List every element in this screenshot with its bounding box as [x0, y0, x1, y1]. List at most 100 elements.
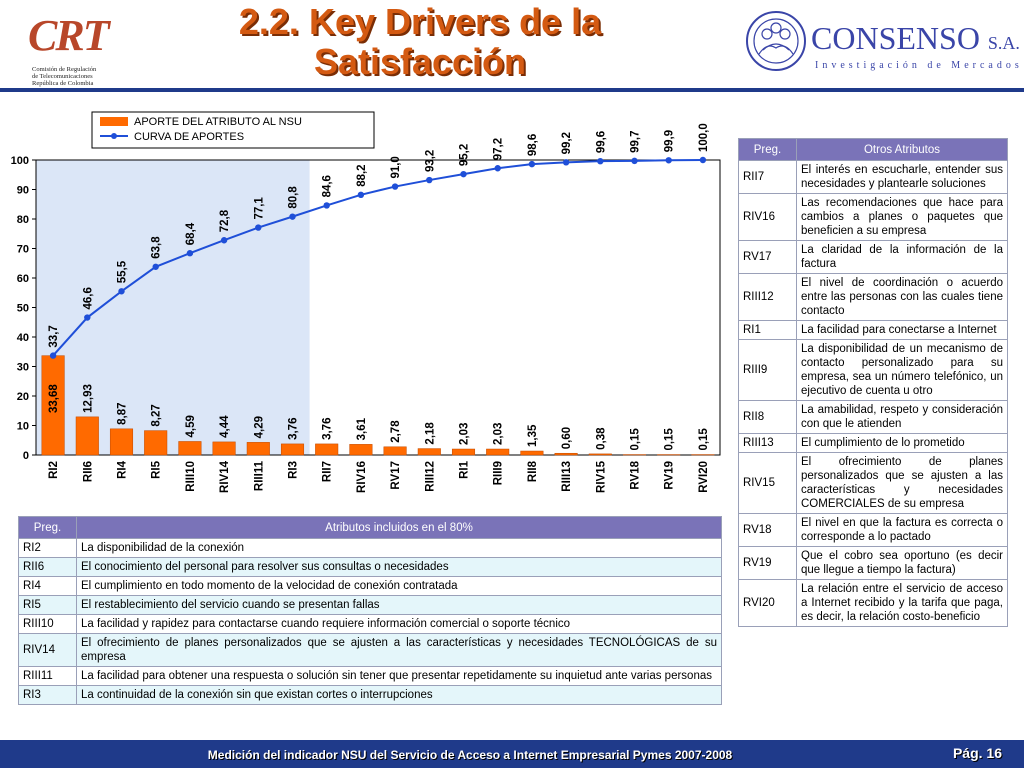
line-value-label: 33,7 — [48, 325, 60, 347]
bar-value-label: 3,76 — [288, 418, 300, 440]
table-row: RV17 La claridad de la información de la … — [738, 240, 1008, 274]
bar-value-label: 0,60 — [561, 427, 573, 449]
bar — [212, 441, 236, 456]
legend-bar-label: APORTE DEL ATRIBUTO AL NSU — [134, 116, 302, 128]
row-code: RI2 — [18, 538, 77, 558]
bar-value-label: 33,68 — [48, 384, 60, 413]
line-point — [49, 352, 57, 359]
bar-value-label: 8,27 — [151, 404, 163, 426]
row-code: RIII9 — [738, 339, 797, 401]
row-code: RIV16 — [738, 193, 797, 241]
line-point — [528, 160, 536, 168]
row-desc: La amabilidad, respeto y consideración c… — [796, 400, 1008, 434]
bar — [451, 448, 476, 456]
bar-value-label: 0,38 — [595, 427, 607, 450]
bar-value-label: 4,44 — [219, 415, 231, 438]
bar-value-label: 12,93 — [82, 384, 94, 413]
bar-value-label: 0,15 — [664, 428, 676, 451]
line-value-label: 91,0 — [390, 156, 402, 178]
bar — [486, 448, 510, 456]
line-value-label: 80,8 — [288, 186, 300, 209]
line-value-label: 99,2 — [561, 132, 573, 154]
bar-value-label: 4,29 — [253, 416, 265, 438]
line-value-label: 68,4 — [185, 222, 197, 245]
crt-logo-mark: CRT — [28, 11, 110, 60]
table-row: RVI20 La relación entre el servicio de ac… — [738, 579, 1008, 627]
line-value-label: 93,2 — [424, 150, 436, 172]
consenso-logo: CONSENSO S.A. Investigación de Mercados — [745, 8, 1020, 83]
footer-text: Medición del indicador NSU del Servicio … — [207, 748, 733, 762]
consenso-globe-icon — [746, 11, 806, 71]
legend-line-label: CURVA DE APORTES — [134, 131, 244, 143]
bar — [520, 450, 544, 456]
row-code: RI4 — [18, 576, 77, 596]
y-tick-label: 80 — [17, 214, 29, 226]
x-tick-label: RIV15 — [595, 460, 607, 493]
cumulative-line — [52, 159, 703, 357]
header-otros-atributos: Otros Atributos — [796, 138, 1008, 161]
legend-bar-swatch — [100, 117, 128, 126]
table-row: RIII9 La disponibilidad de un mecanismo d… — [738, 339, 1008, 401]
bar — [144, 430, 168, 456]
legend-box — [91, 111, 375, 149]
table-header-row: Preg. Atributos incluidos en el 80% — [18, 516, 722, 539]
bar-value-label: 3,76 — [322, 418, 334, 440]
table-row: RI2 La disponibilidad de la conexión — [18, 538, 722, 558]
bar — [417, 448, 441, 456]
y-tick-label: 40 — [17, 332, 29, 344]
bar — [109, 428, 134, 456]
line-value-label: 55,5 — [117, 260, 129, 283]
table-row: RIV14 El ofrecimiento de planes personali… — [18, 633, 722, 667]
x-tick-label: RIII12 — [424, 461, 436, 492]
y-tick-label: 30 — [17, 362, 29, 374]
line-value-label: 97,2 — [493, 138, 505, 160]
row-code: RV18 — [738, 513, 797, 547]
y-tick-label: 0 — [23, 450, 29, 462]
line-point — [597, 157, 604, 165]
line-value-label: 99,9 — [664, 130, 676, 152]
line-point — [255, 224, 262, 231]
bar — [554, 452, 578, 456]
bar-value-label: 2,03 — [459, 423, 471, 445]
bar — [75, 416, 99, 456]
line-value-label: 88,2 — [356, 164, 368, 186]
line-point — [699, 156, 707, 164]
row-desc: La claridad de la información de la fact… — [796, 240, 1008, 274]
line-value-label: 46,6 — [82, 287, 94, 309]
y-tick-label: 20 — [17, 391, 29, 403]
line-point — [323, 202, 330, 209]
line-point — [289, 213, 296, 220]
row-desc: La disponibilidad de un mecanismo de con… — [796, 339, 1008, 401]
footer-bar: Medición del indicador NSU del Servicio … — [0, 740, 1024, 768]
row-desc: El conocimiento del personal para resolv… — [76, 557, 722, 577]
x-tick-label: RII7 — [322, 461, 334, 482]
line-value-label: 84,6 — [322, 175, 334, 197]
line-point — [186, 250, 194, 257]
row-code: RII8 — [738, 400, 797, 434]
header-atributos-incluidos: Atributos incluidos en el 80% — [76, 516, 722, 539]
row-code: RV17 — [738, 240, 797, 274]
included-attributes-table: Preg. Atributos incluidos en el 80% RI2 L… — [18, 516, 722, 705]
y-tick-label: 10 — [17, 421, 29, 433]
table-row: RI1 La facilidad para conectarse a Intern… — [738, 320, 1008, 340]
bar-value-label: 3,61 — [356, 417, 368, 440]
table-row: RI4 El cumplimiento en todo momento de la… — [18, 576, 722, 596]
bar — [315, 443, 339, 456]
row-desc: Las recomendaciones que hace para cambio… — [796, 193, 1008, 241]
line-value-label: 77,1 — [253, 197, 265, 220]
consenso-name-text: CONSENSO — [811, 20, 980, 56]
line-value-label: 99,6 — [595, 131, 607, 153]
row-code: RV19 — [738, 546, 797, 580]
x-tick-label: RI4 — [117, 460, 129, 479]
bar-value-label: 1,35 — [527, 424, 539, 447]
bar — [349, 444, 373, 456]
x-tick-label: RII8 — [527, 460, 539, 482]
table-row: RIII12 El nivel de coordinación o acuerdo… — [738, 273, 1008, 321]
row-desc: El nivel en que la factura es correcta o… — [796, 513, 1008, 547]
x-tick-label: RI1 — [459, 460, 471, 479]
bar-value-label: 2,18 — [424, 422, 436, 445]
table-row: RII7 El interés en escucharle, entender s… — [738, 160, 1008, 194]
line-point — [220, 237, 228, 244]
row-desc: El nivel de coordinación o acuerdo entre… — [796, 273, 1008, 321]
bar-value-label: 2,78 — [390, 420, 402, 443]
